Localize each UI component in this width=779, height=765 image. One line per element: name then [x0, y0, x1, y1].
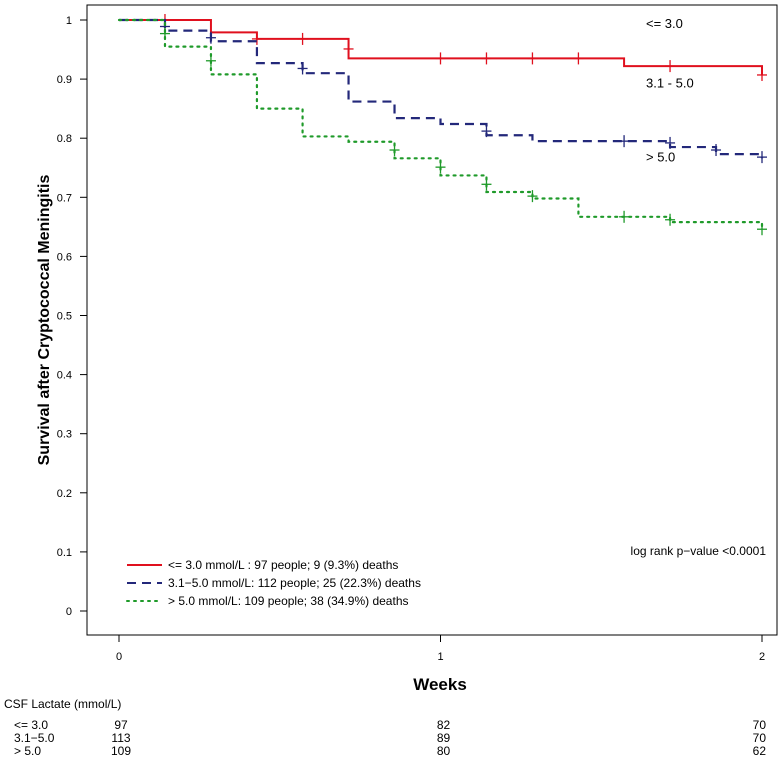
y-tick-label: 0.5 — [57, 311, 72, 323]
risk-row-label: <= 3.0 — [14, 718, 48, 732]
legend-label: <= 3.0 mmol/L : 97 people; 9 (9.3%) deat… — [168, 558, 398, 572]
y-tick-label: 0.2 — [57, 488, 72, 500]
x-tick-label: 0 — [116, 651, 122, 663]
risk-count: 109 — [111, 744, 131, 758]
risk-row-label: > 5.0 — [14, 744, 41, 758]
risk-count: 80 — [437, 744, 451, 758]
y-axis-label: Survival after Cryptococcal Meningitis — [36, 175, 53, 466]
km-curve-2 — [117, 18, 764, 231]
y-tick-label: 0.3 — [57, 429, 72, 441]
x-axis-label: Weeks — [413, 675, 467, 694]
curve-label: > 5.0 — [646, 150, 675, 165]
risk-count: 70 — [753, 718, 767, 732]
risk-count: 70 — [753, 731, 767, 745]
y-tick-label: 0.4 — [57, 370, 72, 382]
curve-label: <= 3.0 — [646, 16, 683, 31]
risk-count: 89 — [437, 731, 451, 745]
curve-label: 3.1 - 5.0 — [646, 76, 694, 91]
annotation-logrank: log rank p−value <0.0001 — [631, 544, 767, 558]
risk-row-label: 3.1−5.0 — [14, 731, 55, 745]
risk-count: 97 — [114, 718, 128, 732]
plot-frame — [86, 4, 778, 636]
y-tick-label: 0.9 — [57, 74, 72, 86]
risk-table-title: CSF Lactate (mmol/L) — [4, 697, 121, 711]
risk-count: 82 — [437, 718, 451, 732]
y-tick-label: 1 — [66, 15, 72, 27]
y-tick-label: 0 — [66, 606, 72, 618]
x-tick-label: 1 — [437, 651, 443, 663]
legend-label: > 5.0 mmol/L: 109 people; 38 (34.9%) dea… — [168, 594, 409, 608]
y-tick-label: 0.8 — [57, 133, 72, 145]
legend-label: 3.1−5.0 mmol/L: 112 people; 25 (22.3%) d… — [168, 576, 421, 590]
y-tick-label: 0.1 — [57, 547, 72, 559]
x-tick-label: 2 — [759, 651, 765, 663]
y-tick-label: 0.6 — [57, 251, 72, 263]
risk-count: 62 — [753, 744, 767, 758]
y-tick-label: 0.7 — [57, 192, 72, 204]
risk-count: 113 — [111, 731, 130, 745]
